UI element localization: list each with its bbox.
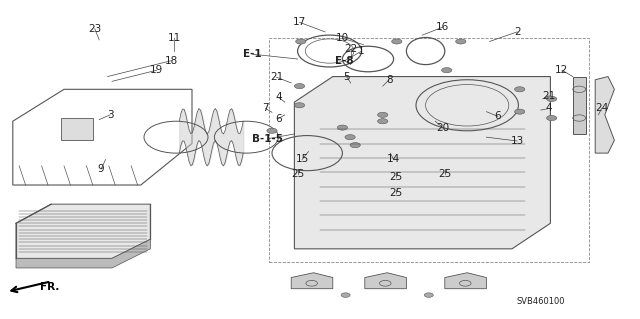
Text: 15: 15: [296, 154, 308, 165]
Text: 25: 25: [389, 188, 402, 198]
Text: 2: 2: [514, 27, 520, 37]
Text: 4: 4: [546, 103, 552, 114]
Text: FR.: FR.: [40, 282, 59, 292]
Circle shape: [296, 39, 306, 44]
Text: 8: 8: [386, 75, 392, 85]
Circle shape: [294, 84, 305, 89]
Text: 25: 25: [438, 169, 451, 179]
Circle shape: [378, 119, 388, 124]
Text: SVB460100: SVB460100: [516, 297, 565, 306]
Text: 25: 25: [291, 169, 304, 179]
Text: 14: 14: [387, 154, 400, 165]
Text: 20: 20: [436, 122, 449, 133]
Text: 16: 16: [436, 22, 449, 32]
Circle shape: [345, 135, 355, 140]
Text: 3: 3: [107, 110, 113, 120]
Circle shape: [515, 87, 525, 92]
Text: 21: 21: [270, 72, 283, 82]
Circle shape: [424, 293, 433, 297]
Text: 22: 22: [344, 44, 357, 55]
Text: 5: 5: [344, 72, 350, 82]
FancyBboxPatch shape: [61, 118, 93, 140]
Circle shape: [547, 96, 557, 101]
Text: 24: 24: [595, 103, 608, 114]
Polygon shape: [291, 273, 333, 289]
Circle shape: [515, 109, 525, 114]
Circle shape: [294, 103, 305, 108]
Circle shape: [267, 128, 277, 133]
Text: 17: 17: [293, 17, 306, 27]
Text: 7: 7: [262, 103, 269, 114]
Circle shape: [392, 39, 402, 44]
Circle shape: [547, 115, 557, 121]
Text: 6: 6: [495, 111, 501, 122]
Text: E-8: E-8: [335, 56, 354, 66]
Text: 25: 25: [389, 172, 402, 182]
Text: 11: 11: [168, 33, 180, 43]
Circle shape: [456, 39, 466, 44]
Circle shape: [378, 112, 388, 117]
Circle shape: [341, 293, 350, 297]
Text: 9: 9: [98, 164, 104, 174]
Text: B-1-5: B-1-5: [252, 134, 283, 144]
Text: 18: 18: [165, 56, 178, 66]
Polygon shape: [595, 77, 614, 153]
Text: 23: 23: [88, 24, 101, 34]
Text: E-1: E-1: [243, 49, 262, 59]
Circle shape: [442, 68, 452, 73]
Circle shape: [350, 143, 360, 148]
Text: 10: 10: [336, 33, 349, 43]
Text: 6: 6: [275, 114, 282, 124]
Text: 4: 4: [275, 92, 282, 102]
Polygon shape: [445, 273, 486, 289]
Text: 21: 21: [543, 91, 556, 101]
Text: 13: 13: [511, 136, 524, 146]
Polygon shape: [16, 239, 150, 268]
Polygon shape: [16, 204, 150, 258]
Text: 12: 12: [556, 65, 568, 75]
Polygon shape: [573, 77, 586, 134]
Text: 19: 19: [150, 65, 163, 75]
Text: 1: 1: [358, 46, 365, 56]
Circle shape: [337, 125, 348, 130]
Polygon shape: [365, 273, 406, 289]
Polygon shape: [294, 77, 550, 249]
